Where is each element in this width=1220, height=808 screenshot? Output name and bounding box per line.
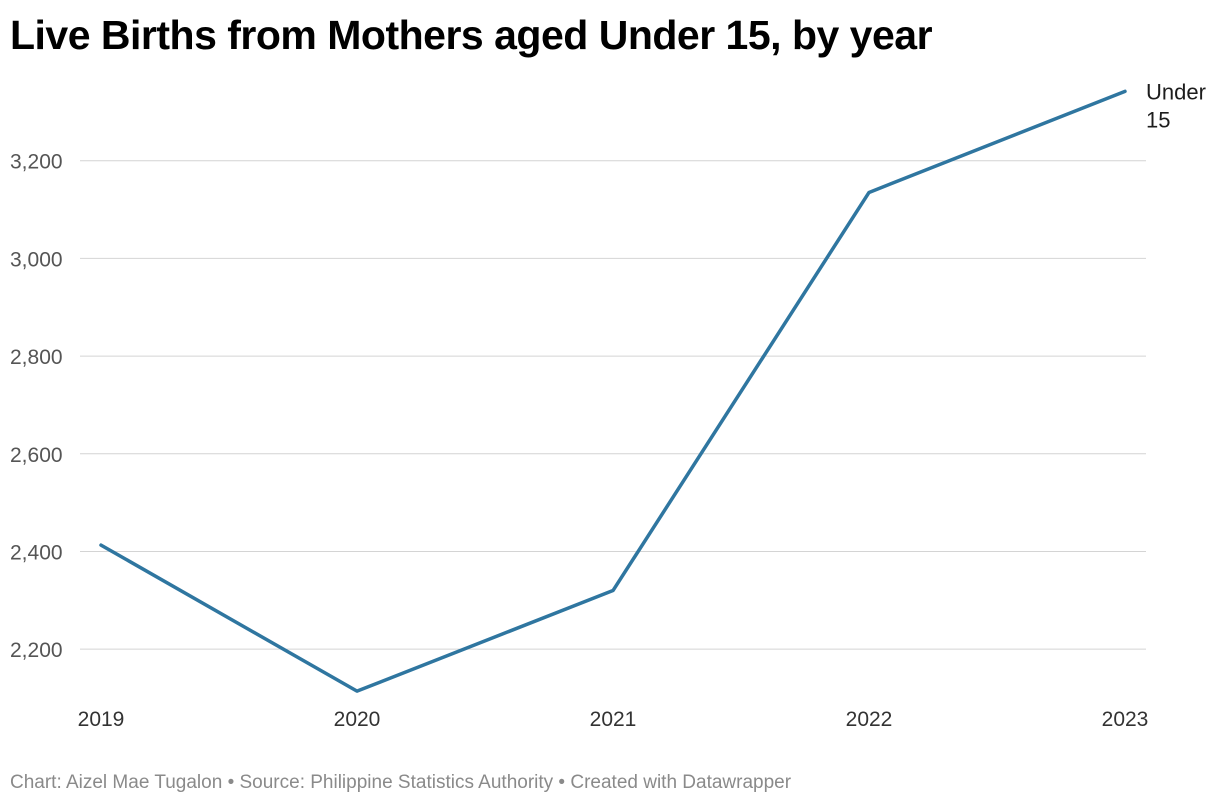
series-label-line-2: 15 xyxy=(1146,107,1170,132)
series-label-under-15: Under 15 xyxy=(1146,79,1206,132)
series-label-line-1: Under xyxy=(1146,79,1206,104)
chart-title: Live Births from Mothers aged Under 15, … xyxy=(10,12,933,58)
x-axis-tick-labels: 2019 2020 2021 2022 2023 xyxy=(78,708,1149,731)
x-tick-label-2020: 2020 xyxy=(334,708,381,731)
y-tick-label-3200: 3,200 xyxy=(10,151,63,174)
y-tick-label-2800: 2,800 xyxy=(10,346,63,369)
y-tick-label-2400: 2,400 xyxy=(10,541,63,564)
series-labels: Under 15 xyxy=(1146,79,1206,132)
series-lines xyxy=(99,89,1127,693)
y-tick-label-2600: 2,600 xyxy=(10,444,63,467)
x-tick-label-2023: 2023 xyxy=(1102,708,1149,731)
gridlines xyxy=(80,160,1146,650)
chart-footer: Chart: Aizel Mae Tugalon • Source: Phili… xyxy=(10,772,792,793)
y-tick-label-2200: 2,200 xyxy=(10,639,63,662)
y-tick-label-3000: 3,000 xyxy=(10,248,63,271)
y-axis-tick-labels: 2,200 2,400 2,600 2,800 3,000 3,200 xyxy=(10,151,63,662)
series-line-under-15 xyxy=(99,89,1127,693)
x-tick-label-2021: 2021 xyxy=(590,708,637,731)
x-tick-label-2019: 2019 xyxy=(78,708,125,731)
x-tick-label-2022: 2022 xyxy=(846,708,893,731)
